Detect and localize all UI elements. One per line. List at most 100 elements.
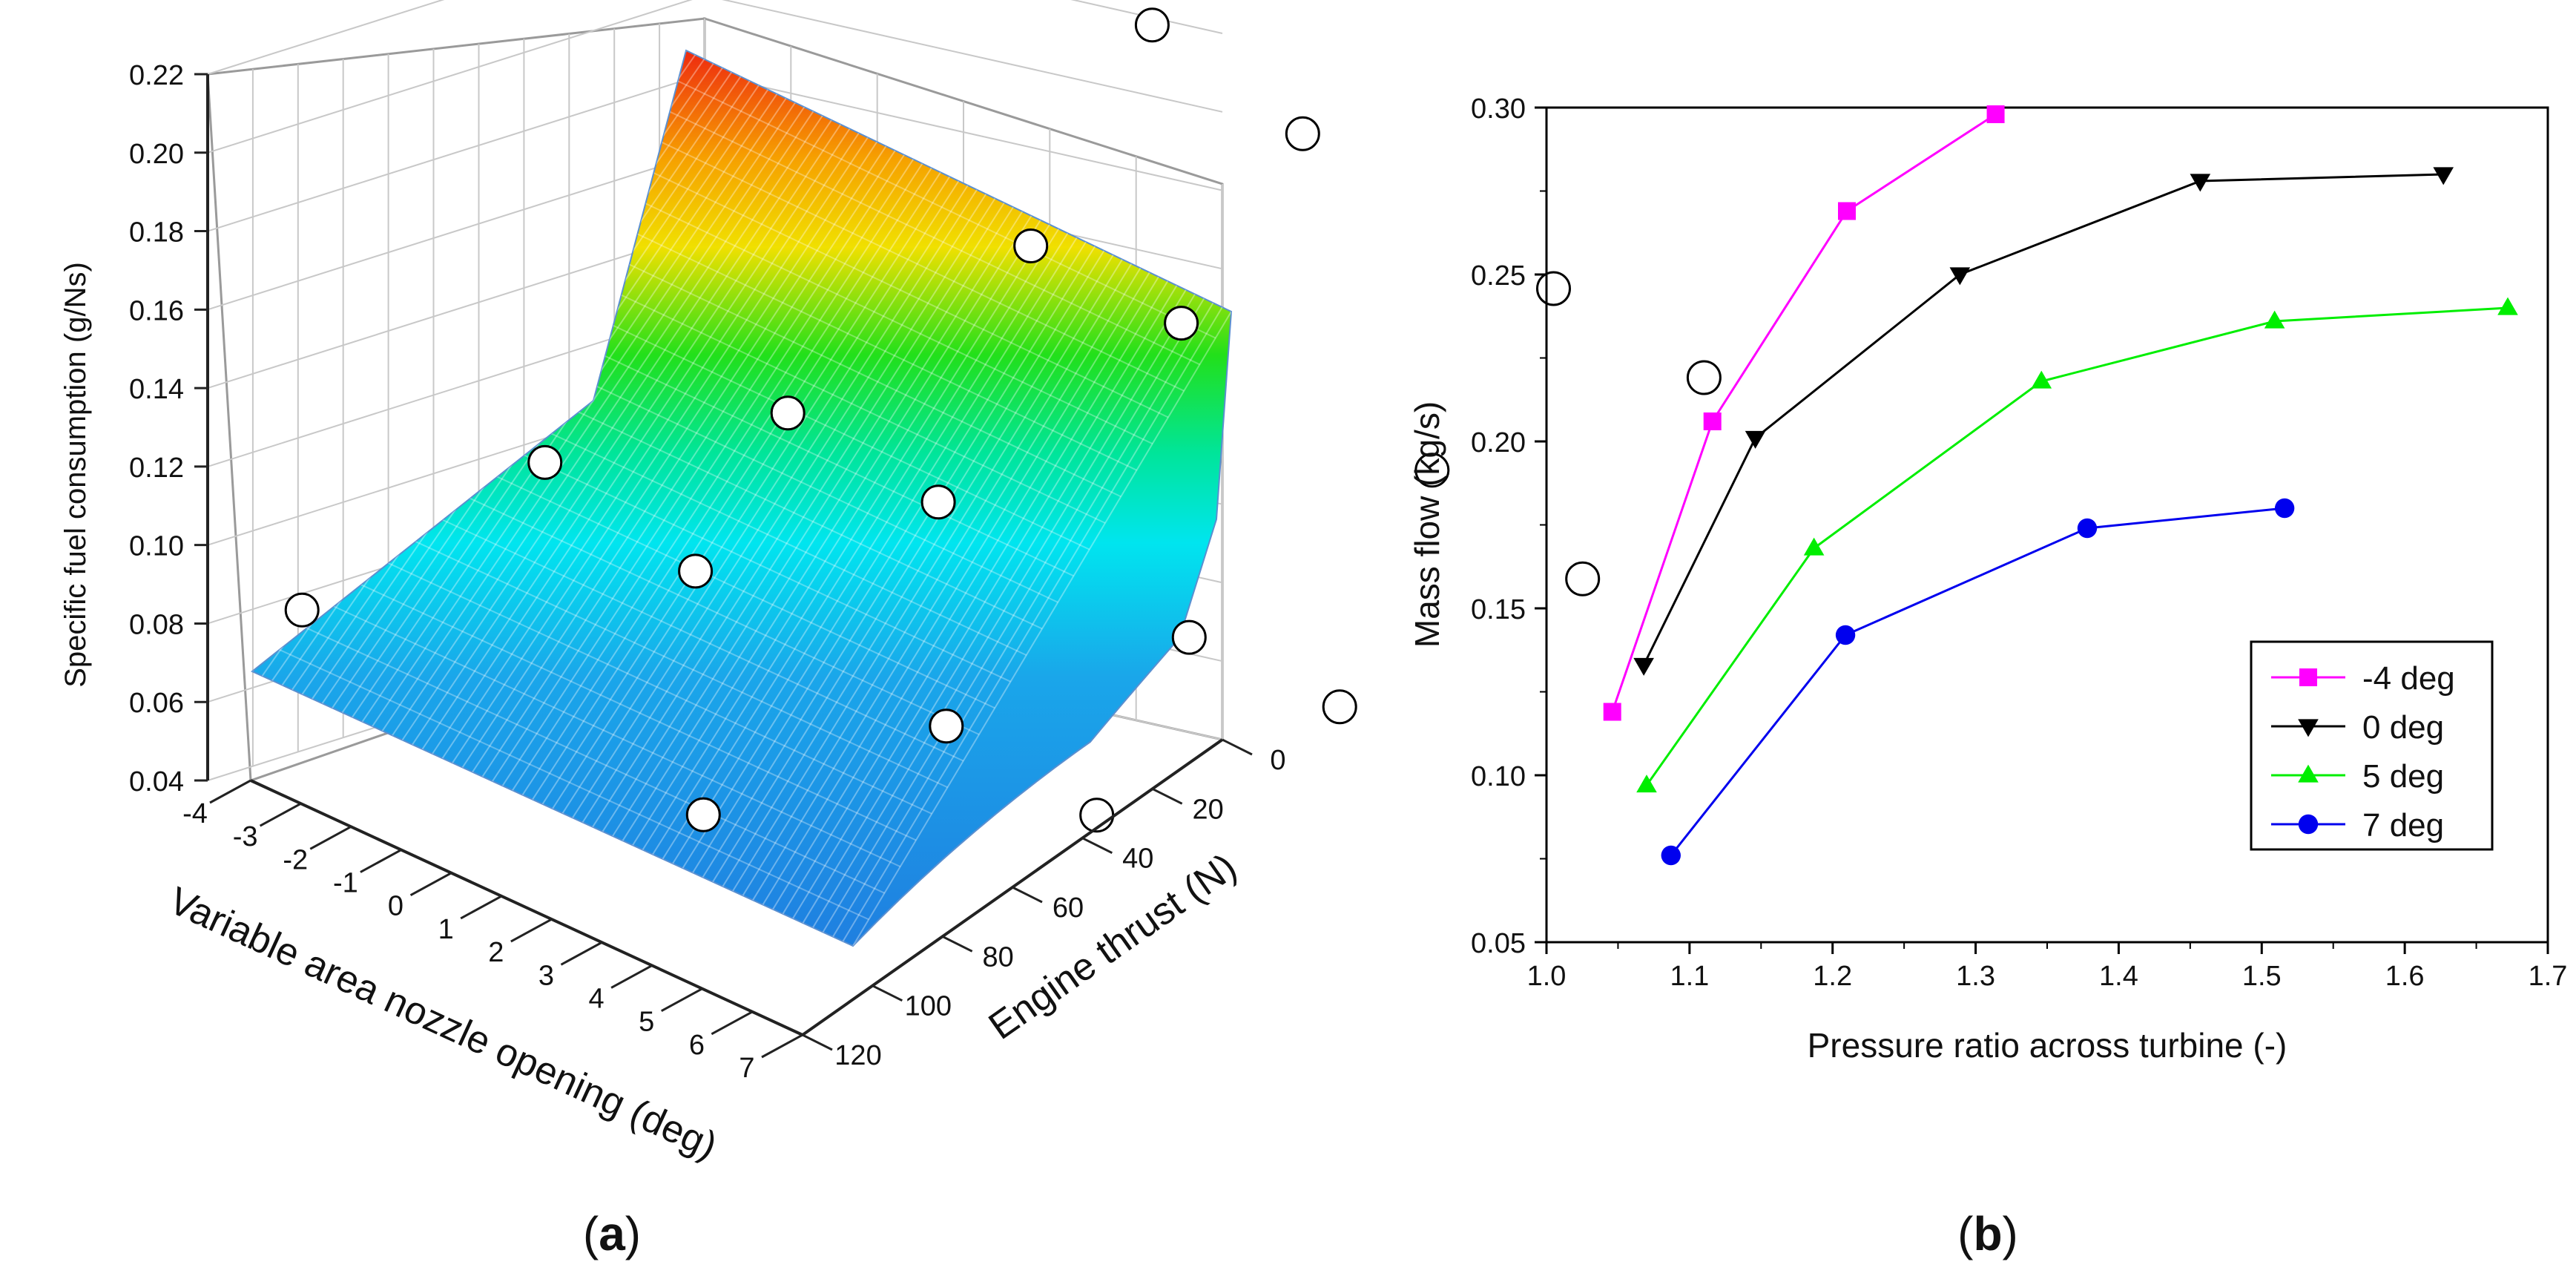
- panel-b-data-point: [1986, 105, 2005, 123]
- panel-a-x-tick-label: -3: [233, 821, 258, 852]
- panel-a-x-tick-label: 1: [438, 914, 454, 945]
- panel-a-y-axis-title: Engine thrust (N): [981, 845, 1245, 1048]
- panel-b-data-point: [2031, 370, 2052, 389]
- panel-a-y-tick-label: 40: [1122, 844, 1153, 875]
- panel-b-x-tick-label: 1.4: [2099, 961, 2138, 992]
- panel-a-wall-gridline-z: [207, 0, 1223, 154]
- panel-a-mesh-line: [712, 250, 1105, 883]
- panel-b-y-tick-label: 0.05: [1471, 928, 1526, 959]
- panel-b-data-point: [2190, 174, 2211, 192]
- panel-a-measured-point: [929, 708, 964, 744]
- panel-a-mesh-line: [732, 259, 1123, 892]
- panel-b-data-point: [1803, 537, 1825, 556]
- panel-b-x-axis-title: Pressure ratio across turbine (-): [1808, 1026, 2287, 1065]
- panel-a-y-tick: [872, 984, 903, 1002]
- panel-a-x-tick-label: 4: [589, 984, 605, 1015]
- panel-a-mesh-line: [812, 293, 1196, 928]
- panel-b-x-tick-label: 1.7: [2529, 961, 2568, 992]
- panel-a-y-tick: [1222, 738, 1253, 756]
- panel-a-mesh-line: [592, 197, 996, 828]
- panel-b-data-point: [2264, 310, 2285, 329]
- panel-a-z-tick-label: 0.04: [129, 766, 184, 798]
- panel-a-x-tick: [711, 1010, 754, 1036]
- panel-a-x-tick: [761, 1033, 803, 1059]
- panel-a-mesh-line: [762, 272, 1150, 906]
- panel-a-z-tick-label: 0.14: [129, 374, 184, 405]
- panel-a-mesh-line: [461, 141, 878, 769]
- panel-b-series-line: [1642, 173, 2444, 666]
- panel-a-mesh-line: [269, 645, 869, 921]
- panel-a-mesh-line: [649, 101, 1200, 366]
- panel-a-x-axis-line: [250, 779, 803, 1036]
- panel-a-tick-marks: [194, 73, 1253, 1059]
- panel-a-x-tick-label: -2: [283, 844, 308, 875]
- panel-a-y-tick: [1012, 886, 1043, 904]
- panel-a-measured-point: [284, 592, 320, 628]
- panel-a-x-tick-label: 7: [739, 1053, 754, 1084]
- panel-a-z-tick-label: 0.22: [129, 60, 184, 91]
- panel-a-mesh-line: [662, 228, 1060, 860]
- panel-b-legend-marker: [2298, 764, 2319, 783]
- panel-a-y-tick: [1081, 837, 1113, 855]
- panel-a-mesh-line: [632, 215, 1032, 846]
- panel-a-mesh-line: [501, 159, 915, 786]
- panel-b-data-point: [1633, 657, 1654, 676]
- panel-a-x-tick: [560, 941, 603, 966]
- panel-a-measured-point: [685, 797, 721, 832]
- panel-a-measured-point: [1565, 561, 1601, 596]
- panel-a-mesh-line: [752, 267, 1142, 901]
- panel-a-wall-gridline-z: [207, 0, 1223, 75]
- panel-a-measured-point: [1285, 116, 1320, 151]
- panel-b-series-0: [1603, 105, 2005, 721]
- panel-b-data-point: [1838, 202, 1856, 220]
- panel-b-series-group: [1603, 105, 2518, 866]
- panel-a-mesh-line: [441, 132, 860, 759]
- panel-b-legend-label: 5 deg: [2362, 758, 2444, 795]
- panel-b-x-tick-label: 1.3: [1956, 961, 1995, 992]
- panel-a-mesh-line: [832, 302, 1214, 938]
- panel-a-mesh-line: [381, 106, 806, 731]
- panel-b-x-tick-label: 1.0: [1527, 961, 1567, 992]
- panel-b-y-tick-label: 0.15: [1471, 594, 1526, 625]
- panel-a-measured-point: [1013, 228, 1049, 263]
- panel-b-data-point: [1835, 625, 1856, 645]
- panel-a-mesh-line: [561, 185, 969, 814]
- panel-a-mesh-line: [631, 127, 1185, 392]
- panel-a-mesh-line: [521, 167, 932, 796]
- panel-a-mesh-line: [306, 593, 901, 868]
- panel-a-mesh-line: [622, 211, 1024, 841]
- panel-b-x-tick-label: 1.5: [2242, 961, 2282, 992]
- panel-a-z-tick-label: 0.16: [129, 295, 184, 326]
- panel-a-x-tick: [610, 964, 653, 989]
- panel-a-y-tick: [802, 1033, 833, 1051]
- panel-a-z-tick-label: 0.20: [129, 139, 184, 170]
- panel-a-measured-point: [1164, 306, 1199, 341]
- panel-b-x-tick-label: 1.2: [1813, 961, 1852, 992]
- panel-b-legend-marker: [2298, 814, 2319, 835]
- panel-a-mesh-line: [512, 162, 923, 791]
- panel-a-mesh-line: [324, 567, 917, 841]
- panel-a-label: (a): [583, 1207, 641, 1260]
- panel-b-data-point: [1703, 412, 1722, 430]
- panel-a-label-letter: a: [599, 1207, 625, 1260]
- panel-b-y-tick-label: 0.10: [1471, 761, 1526, 792]
- panel-a-x-tick-label: -1: [333, 868, 358, 899]
- panel-b-line-chart: 1.0 1.1 1.2 1.3 1.4 1.5 1.6 1.7 0.05 0.10 0.15 0.20…: [1408, 93, 2567, 1260]
- panel-a-mesh-line: [642, 220, 1041, 851]
- panel-a-y-tick-label: 120: [834, 1040, 881, 1071]
- panel-a-mesh-line: [396, 464, 980, 735]
- panel-b-series-line: [1611, 113, 1997, 712]
- panel-a-measured-points: [284, 7, 1722, 833]
- panel-a-mesh-line: [378, 489, 964, 762]
- panel-a-mesh-line: [472, 145, 887, 773]
- panel-b-y-axis-title: Mass flow (kg/s): [1408, 401, 1446, 648]
- panel-a-mesh-line: [288, 619, 885, 894]
- panel-a-x-tick: [309, 826, 352, 850]
- panel-a-x-tick: [209, 779, 251, 804]
- panel-a-mesh-line: [682, 237, 1078, 869]
- panel-a-mesh-line: [652, 224, 1050, 855]
- panel-a-measured-point: [920, 484, 956, 520]
- panel-a-z-tick-label: 0.12: [129, 453, 184, 484]
- panel-a-z-tick-label: 0.08: [129, 609, 184, 640]
- panel-a-measured-point: [1686, 360, 1722, 395]
